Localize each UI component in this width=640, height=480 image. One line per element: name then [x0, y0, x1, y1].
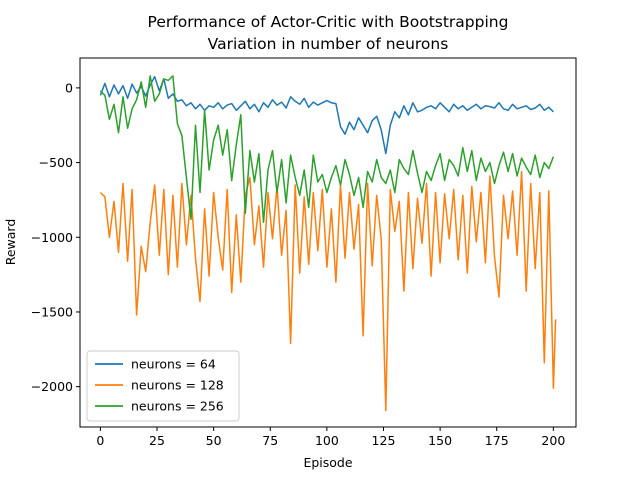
y-axis-label: Reward	[3, 219, 18, 266]
y-axis-ticks: 0 −500 −1000 −1500 −2000	[31, 80, 80, 394]
series-line-2	[99, 170, 557, 412]
legend-label-2: neurons = 128	[131, 378, 224, 393]
y-tick-label: −500	[39, 155, 73, 170]
chart-subtitle: Variation in number of neurons	[208, 35, 449, 53]
legend-box	[86, 350, 240, 422]
y-tick-label: −2000	[31, 379, 73, 394]
plot-lines	[99, 75, 557, 412]
x-tick-label: 25	[149, 433, 165, 448]
x-tick-label: 0	[96, 433, 104, 448]
legend-label-1: neurons = 64	[131, 357, 216, 372]
x-tick-label: 75	[262, 433, 278, 448]
x-tick-label: 50	[206, 433, 222, 448]
x-tick-label: 150	[428, 433, 452, 448]
legend-label-3: neurons = 256	[131, 399, 224, 414]
y-tick-label: 0	[65, 80, 73, 95]
series-line-1	[99, 75, 554, 155]
y-tick-label: −1000	[31, 230, 73, 245]
x-tick-label: 175	[485, 433, 509, 448]
legend: neurons = 64 neurons = 128 neurons = 256	[86, 350, 240, 422]
x-axis-label: Episode	[303, 455, 352, 470]
x-tick-label: 100	[315, 433, 339, 448]
x-tick-label: 125	[372, 433, 396, 448]
plot-frame	[79, 57, 577, 428]
x-tick-label: 200	[541, 433, 565, 448]
series-line-3	[99, 75, 555, 224]
x-axis-ticks: 0 25 50 75 100 125 150 175 200	[96, 427, 565, 448]
y-tick-label: −1500	[31, 304, 73, 319]
chart-title: Performance of Actor-Critic with Bootstr…	[148, 13, 509, 31]
